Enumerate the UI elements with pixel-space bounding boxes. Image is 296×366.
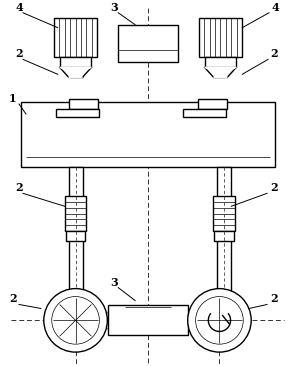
Text: 1: 1 [9, 93, 17, 104]
Bar [213, 196, 235, 231]
Text: 2: 2 [270, 182, 278, 193]
Bar [65, 196, 86, 231]
Bar [60, 57, 91, 67]
Text: 2: 2 [15, 48, 23, 59]
Bar [69, 167, 83, 291]
Bar [54, 18, 97, 57]
Bar [56, 109, 99, 117]
Text: 2: 2 [15, 182, 23, 193]
Polygon shape [205, 67, 236, 77]
Circle shape [44, 289, 107, 352]
Bar [108, 306, 188, 335]
Bar [215, 231, 234, 241]
Bar [199, 18, 242, 57]
Bar [205, 57, 236, 67]
Text: 3: 3 [110, 277, 118, 288]
Bar [69, 99, 98, 109]
Text: 4: 4 [271, 2, 279, 13]
Text: 2: 2 [270, 294, 278, 305]
Text: 3: 3 [110, 2, 118, 13]
Polygon shape [60, 67, 91, 77]
Text: 2: 2 [9, 294, 17, 305]
Bar [183, 109, 226, 117]
Bar [198, 99, 227, 109]
Bar [218, 167, 231, 291]
Text: 2: 2 [270, 48, 278, 59]
Bar [21, 102, 275, 167]
Bar [66, 231, 86, 241]
Text: 4: 4 [15, 2, 23, 13]
Circle shape [188, 289, 251, 352]
Bar [118, 25, 178, 62]
